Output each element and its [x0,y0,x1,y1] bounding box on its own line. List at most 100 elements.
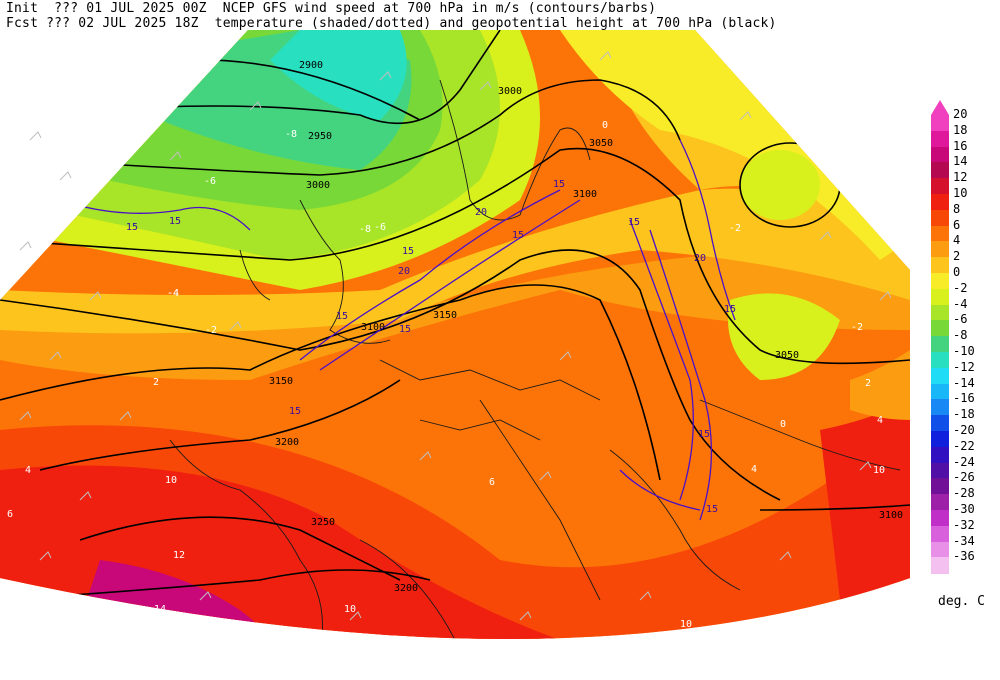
temp-label: 14 [154,604,166,615]
temp-label: -2 [851,322,863,333]
legend-label: 10 [953,186,968,200]
wind-label: 15 [698,429,710,440]
legend-label: 20 [953,107,968,121]
wind-label: 15 [336,311,348,322]
legend-label: -14 [953,375,975,390]
legend-label: 0 [953,265,961,279]
legend-arrow [931,100,949,115]
legend-swatch [931,478,949,495]
height-label: 3000 [498,86,522,97]
legend-label: 4 [953,233,961,248]
legend-swatch [931,257,949,274]
temp-label: 0 [780,419,786,430]
temp-label: -8 [285,129,297,140]
temp-label: 10 [873,465,885,476]
init-time-header: Init ??? 01 JUL 2025 00Z NCEP GFS wind s… [6,1,657,16]
temp-label: 10 [165,475,177,486]
legend-swatch [931,320,949,337]
height-label: 3050 [589,138,613,149]
legend-label: -8 [953,328,968,343]
legend-label: -4 [953,296,968,311]
forecast-time-header: Fcst ??? 02 JUL 2025 18Z temperature (sh… [6,16,777,31]
legend-label: -10 [953,344,975,358]
legend-swatch [931,130,949,148]
height-label: 3100 [573,189,597,200]
legend-label: -20 [953,423,975,437]
legend-swatch [931,194,949,211]
temp-label: 12 [173,550,185,561]
legend-swatch [931,494,949,511]
legend-label: -34 [953,533,975,548]
legend-swatch [931,383,949,400]
wind-label: 15 [399,324,411,335]
wind-label: 15 [706,504,718,515]
temp-label: 6 [7,509,13,520]
height-label: 3250 [311,517,335,528]
legend-swatch [931,415,949,432]
height-label: 2900 [299,60,323,71]
height-label: 2950 [308,131,332,142]
temp-label: 4 [751,464,757,475]
temp-label: -8 [359,224,371,235]
legend-swatch [931,367,949,385]
height-label: 3150 [269,376,293,387]
legend-label: -18 [953,407,975,422]
legend-swatch [931,431,949,448]
legend-swatch [931,162,949,179]
wind-label: 20 [694,253,706,264]
legend-swatch [931,399,949,416]
legend-swatch [931,352,949,369]
wind-label: 20 [398,266,410,277]
legend-swatch [931,209,949,227]
legend-swatch [931,304,949,321]
wind-label: 15 [553,179,565,190]
legend-swatch [931,462,949,479]
legend-label: -6 [953,312,968,327]
temp-label: 4 [877,415,883,426]
legend-swatch [931,288,949,306]
legend-label: -28 [953,486,975,501]
temp-label: 0 [602,120,608,131]
legend-label: -12 [953,359,975,374]
height-label: 3100 [361,322,385,333]
legend-label: -24 [953,454,975,469]
height-label: 3200 [275,437,299,448]
legend-swatch [931,446,949,464]
wind-label: 15 [512,230,524,241]
height-label: 3150 [433,310,457,321]
temp-label: 4 [25,465,31,476]
wind-label: 15 [169,216,181,227]
wind-barbs [19,51,892,621]
legend-label: -2 [953,280,968,295]
wind-label: 15 [126,222,138,233]
temp-label: 2 [153,377,159,388]
legend-label: 16 [953,138,968,153]
temp-label: 2 [865,378,871,389]
legend-label: 12 [953,170,968,185]
wind-label: 15 [628,217,640,228]
temp-label: -4 [167,288,179,299]
legend-label: 8 [953,201,961,216]
height-label: 3100 [879,510,903,521]
legend-swatch [931,557,949,574]
legend-label: -22 [953,438,975,453]
temp-label: 6 [489,477,495,488]
legend-label: -36 [953,549,975,564]
wind-label: 15 [402,246,414,257]
legend-label: -32 [953,517,975,532]
legend-swatch [931,510,949,527]
legend-swatch [931,225,949,242]
temp-label: 10 [344,604,356,615]
temp-label: -4 [167,288,179,299]
height-label: 3000 [306,180,330,191]
height-label: 3200 [394,583,418,594]
temp-label: 10 [680,619,692,630]
legend-swatch [931,178,949,195]
height-label: 3050 [775,350,799,361]
legend-label: 6 [953,217,961,232]
legend-units: deg. C [938,594,985,609]
legend-label: -16 [953,391,975,406]
legend-label: 18 [953,122,968,137]
legend-label: -26 [953,470,975,485]
